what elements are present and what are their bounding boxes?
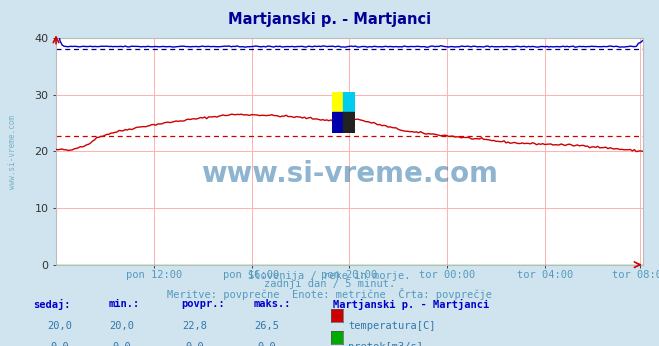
Text: 0,0: 0,0: [50, 342, 69, 346]
Text: 0,0: 0,0: [258, 342, 276, 346]
Bar: [343, 112, 355, 133]
Text: Slovenija / reke in morje.: Slovenija / reke in morje.: [248, 271, 411, 281]
Text: temperatura[C]: temperatura[C]: [348, 321, 436, 331]
Bar: [331, 112, 343, 133]
Text: Martjanski p. - Martjanci: Martjanski p. - Martjanci: [228, 12, 431, 27]
Text: zadnji dan / 5 minut.: zadnji dan / 5 minut.: [264, 279, 395, 289]
Text: sedaj:: sedaj:: [33, 299, 71, 310]
Text: 22,8: 22,8: [182, 321, 207, 331]
Text: Meritve: povprečne  Enote: metrične  Črta: povprečje: Meritve: povprečne Enote: metrične Črta:…: [167, 288, 492, 300]
Text: pretok[m3/s]: pretok[m3/s]: [348, 342, 423, 346]
Text: 20,0: 20,0: [109, 321, 134, 331]
Text: min.:: min.:: [109, 299, 140, 309]
Text: 26,5: 26,5: [254, 321, 279, 331]
Bar: [331, 92, 343, 112]
Text: Martjanski p. - Martjanci: Martjanski p. - Martjanci: [333, 299, 489, 310]
Text: 20,0: 20,0: [47, 321, 72, 331]
Bar: [343, 92, 355, 112]
Text: povpr.:: povpr.:: [181, 299, 225, 309]
Text: www.si-vreme.com: www.si-vreme.com: [201, 160, 498, 188]
Text: 0,0: 0,0: [113, 342, 131, 346]
Text: www.si-vreme.com: www.si-vreme.com: [8, 115, 17, 189]
Text: maks.:: maks.:: [254, 299, 291, 309]
Text: 0,0: 0,0: [185, 342, 204, 346]
